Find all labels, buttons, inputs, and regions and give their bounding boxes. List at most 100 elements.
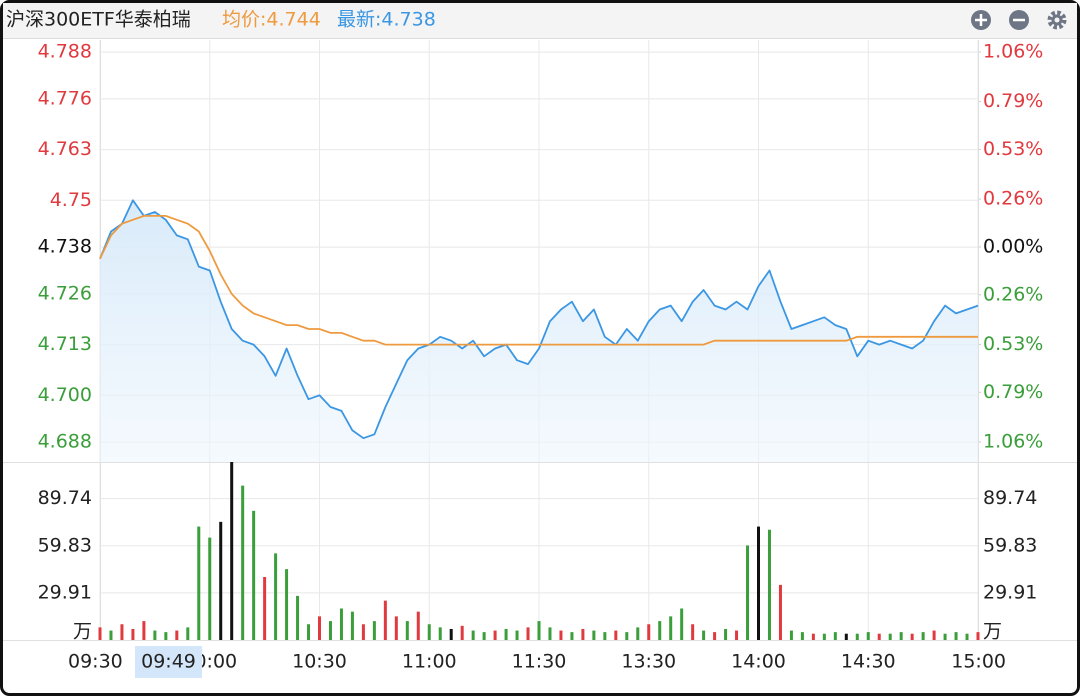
- x-tick-label: 10:30: [292, 651, 347, 673]
- x-tick-label: 11:00: [402, 651, 457, 673]
- volume-bar: [844, 633, 848, 640]
- y-tick-label: 4.788: [38, 41, 92, 63]
- volume-bar: [669, 616, 673, 640]
- cursor-label-box: [135, 646, 202, 678]
- volume-bar: [724, 628, 728, 640]
- zoom-out-button[interactable]: [1009, 10, 1029, 30]
- volume-bar: [965, 633, 969, 640]
- volume-bar: [427, 624, 431, 640]
- x-tick-label: 13:30: [621, 651, 676, 673]
- volume-bar: [746, 545, 750, 640]
- volume-bar: [559, 630, 563, 640]
- volume-bar: [471, 630, 475, 640]
- volume-bar: [482, 632, 486, 640]
- volume-bar: [625, 632, 629, 640]
- volume-bar: [658, 621, 662, 640]
- x-tick-label: 14:00: [731, 651, 786, 673]
- volume-bar: [361, 624, 365, 640]
- volume-bar: [603, 632, 607, 640]
- volume-bar: [383, 600, 387, 640]
- volume-tick-label-right: 59.83: [983, 534, 1037, 556]
- settings-button[interactable]: [1047, 10, 1067, 30]
- volume-bar: [976, 632, 980, 640]
- volume-bar: [789, 630, 793, 640]
- average-label: 均价:4.744: [222, 9, 321, 31]
- cursor-label: 09:49: [141, 651, 196, 673]
- volume-bar: [263, 576, 267, 640]
- volume-bar: [131, 628, 135, 640]
- volume-bar: [866, 632, 870, 640]
- volume-bar: [833, 632, 837, 640]
- x-tick-label: 15:00: [951, 651, 1006, 673]
- y-tick-label: 4.776: [38, 87, 92, 109]
- zoom-in-button[interactable]: [971, 10, 991, 30]
- volume-bar: [778, 584, 782, 640]
- y-tick-label: 4.726: [38, 282, 92, 304]
- volume-bar: [943, 633, 947, 640]
- y2-tick-label: 0.53%: [983, 138, 1043, 160]
- x-tick-label: 11:30: [512, 651, 567, 673]
- volume-bar: [548, 627, 552, 640]
- volume-bar: [888, 633, 892, 640]
- volume-bar: [274, 553, 278, 640]
- volume-bar: [339, 608, 343, 640]
- volume-tick-label-right: 29.91: [983, 581, 1037, 603]
- latest-label: 最新:4.738: [337, 9, 436, 31]
- volume-bar: [230, 462, 234, 640]
- y2-tick-label: 0.79%: [983, 381, 1043, 403]
- y2-tick-label: 0.53%: [983, 333, 1043, 355]
- volume-bar: [328, 621, 332, 640]
- volume-bar: [197, 526, 201, 640]
- volume-tick-label: 59.83: [38, 534, 92, 556]
- x-tick-label: 09:30: [68, 651, 123, 673]
- volume-bar: [98, 627, 102, 640]
- volume-bar: [504, 628, 508, 640]
- volume-unit: 万: [73, 621, 92, 643]
- y2-tick-label: 0.26%: [983, 188, 1043, 210]
- volume-bar: [109, 630, 113, 640]
- volume-bar: [757, 526, 760, 640]
- y-tick-label: 4.700: [38, 384, 92, 406]
- volume-bar: [186, 627, 190, 640]
- volume-bar: [702, 630, 706, 640]
- volume-tick-label-right: 89.74: [983, 487, 1037, 509]
- volume-bar: [285, 569, 289, 640]
- volume-bar: [372, 621, 376, 640]
- volume-bar: [614, 630, 618, 640]
- header-bar: [3, 3, 1077, 38]
- volume-bar: [767, 529, 771, 640]
- volume-bar: [449, 628, 453, 640]
- volume-bar: [405, 621, 409, 640]
- average-line: [99, 215, 978, 346]
- y-tick-label: 4.75: [50, 189, 92, 211]
- volume-bar: [800, 632, 804, 640]
- volume-bar: [932, 630, 936, 640]
- volume-bar: [208, 537, 212, 640]
- volume-bar: [581, 628, 585, 640]
- plot-layer: [3, 40, 1077, 641]
- volume-bar: [592, 630, 596, 640]
- volume-bar: [570, 632, 574, 640]
- volume-bar: [713, 632, 717, 640]
- volume-bar: [460, 625, 464, 640]
- price-line: [99, 199, 979, 440]
- volume-bar: [647, 624, 651, 640]
- volume-bar: [855, 633, 859, 640]
- volume-bar: [307, 624, 311, 640]
- volume-bar: [219, 521, 223, 640]
- volume-bar: [877, 633, 881, 640]
- y2-tick-label: 1.06%: [983, 430, 1043, 452]
- volume-bar: [252, 510, 256, 640]
- x-tick-label: 14:30: [841, 651, 896, 673]
- volume-bar: [954, 632, 958, 640]
- y-tick-label: 4.713: [38, 333, 92, 355]
- volume-bar: [526, 627, 530, 640]
- volume-tick-label: 29.91: [38, 581, 92, 603]
- y-tick-label: 4.763: [38, 138, 92, 160]
- volume-bar: [899, 632, 903, 640]
- volume-bar: [515, 630, 519, 640]
- volume-bar: [153, 630, 157, 640]
- volume-bar: [318, 616, 321, 640]
